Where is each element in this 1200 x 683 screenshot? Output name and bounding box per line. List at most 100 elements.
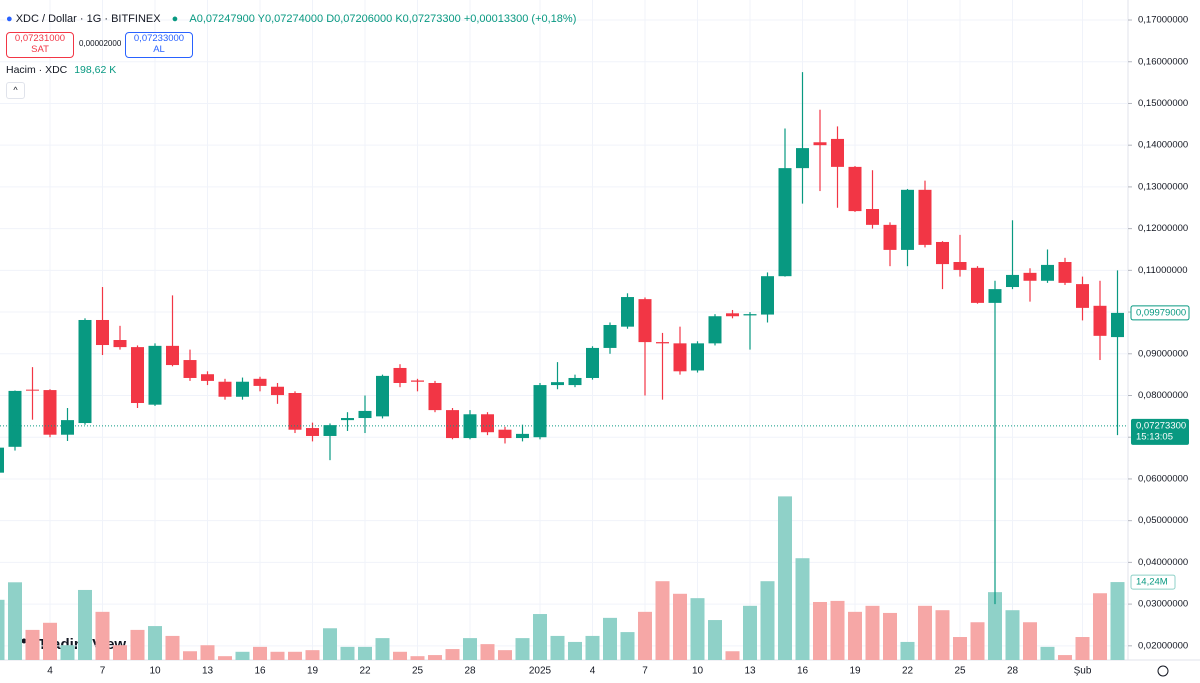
volume-bar bbox=[60, 645, 75, 660]
candle-body bbox=[918, 189, 932, 245]
buy-label: AL bbox=[153, 44, 165, 55]
legend-low: D0,07206000 bbox=[326, 13, 393, 25]
x-tick-label: 4 bbox=[47, 666, 53, 677]
volume-bar bbox=[725, 651, 740, 660]
x-tick-label: 19 bbox=[849, 666, 861, 677]
x-tick-label: 19 bbox=[307, 666, 319, 677]
candle-body bbox=[1076, 284, 1089, 308]
candle-body bbox=[743, 314, 757, 316]
y-tick-label: 0,04000000 bbox=[1138, 557, 1188, 568]
x-tick-label: 22 bbox=[359, 666, 371, 677]
symbol-row: ● XDC / Dollar · 1G · BITFINEX ● A0,0724… bbox=[6, 13, 576, 25]
candle-body bbox=[288, 392, 302, 430]
candle-body bbox=[78, 319, 92, 424]
y-tick-label: 0,06000000 bbox=[1138, 473, 1188, 484]
candle-body bbox=[866, 209, 879, 225]
volume-bar bbox=[235, 651, 250, 660]
buy-price: 0,07233000 bbox=[133, 33, 185, 44]
candle-body bbox=[306, 428, 319, 436]
x-tick-label: 10 bbox=[149, 666, 161, 677]
candle-body bbox=[726, 313, 739, 317]
symbol-title: XDC / Dollar · 1G · BITFINEX bbox=[15, 13, 161, 25]
logo-shape bbox=[21, 638, 27, 644]
y-tick-label: 0,02000000 bbox=[1138, 640, 1188, 651]
volume-bar bbox=[288, 651, 302, 660]
volume-bar bbox=[1040, 646, 1055, 660]
candle-body bbox=[848, 166, 862, 212]
volume-bar bbox=[585, 635, 600, 660]
collapse-button[interactable]: ^ bbox=[6, 82, 25, 99]
volume-bar bbox=[1005, 610, 1020, 660]
volume-row: Hacim · XDC 198,62 K bbox=[6, 64, 116, 76]
candle-body bbox=[656, 342, 669, 344]
volume-bar bbox=[778, 496, 792, 660]
y-tick-label: 0,14000000 bbox=[1138, 140, 1188, 151]
volume-label: 14,24M bbox=[1136, 577, 1168, 588]
volume-bar bbox=[148, 626, 162, 660]
candle-body bbox=[568, 377, 582, 386]
candle-body bbox=[183, 360, 197, 378]
volume-bar bbox=[463, 638, 477, 660]
candle-body bbox=[638, 299, 652, 343]
candle-body bbox=[551, 382, 564, 386]
candle-body bbox=[516, 433, 529, 439]
volume-bar bbox=[0, 599, 5, 660]
legend-open: A0,07247900 bbox=[189, 13, 255, 25]
candles bbox=[0, 72, 1124, 605]
x-tick-label: Şub bbox=[1074, 666, 1092, 677]
volume-bar bbox=[953, 637, 967, 660]
volume-bar bbox=[673, 593, 687, 660]
candle-body bbox=[61, 420, 74, 435]
volume-bar bbox=[410, 656, 425, 660]
candle-body bbox=[971, 267, 984, 303]
x-tick-label: 7 bbox=[100, 666, 106, 677]
x-tick-label: 2025 bbox=[529, 666, 552, 677]
volume-bar bbox=[393, 651, 407, 660]
countdown: 15:13:05 bbox=[1136, 431, 1173, 442]
volume-bar bbox=[970, 622, 985, 660]
volume-bar bbox=[848, 611, 862, 660]
volume-bar bbox=[1023, 622, 1037, 660]
candle-body bbox=[988, 289, 1002, 303]
volume-bar bbox=[270, 651, 285, 660]
volume-bar bbox=[918, 605, 932, 660]
volume-bar bbox=[218, 656, 232, 660]
volume-bar bbox=[165, 635, 180, 660]
x-tick-label: 25 bbox=[412, 666, 424, 677]
candle-body bbox=[96, 319, 109, 346]
volume-bar bbox=[638, 611, 652, 660]
volume-bar bbox=[1093, 593, 1107, 660]
x-tick-label: 16 bbox=[797, 666, 809, 677]
candle-body bbox=[1058, 261, 1072, 283]
volume-bar bbox=[865, 605, 880, 660]
x-tick-label: 4 bbox=[590, 666, 596, 677]
volume-bar bbox=[183, 651, 197, 660]
candle-body bbox=[1093, 305, 1107, 336]
volume-bar bbox=[813, 601, 827, 660]
volume-bar bbox=[340, 646, 355, 660]
volume-bar bbox=[25, 629, 40, 660]
volume-bar bbox=[830, 600, 845, 660]
buy-button[interactable]: 0,07233000 AL bbox=[125, 32, 193, 58]
candle-body bbox=[481, 414, 494, 433]
settings-icon[interactable] bbox=[1157, 665, 1169, 677]
sell-button[interactable]: 0,07231000 SAT bbox=[6, 32, 74, 58]
candle-body bbox=[586, 347, 599, 378]
volume-bar bbox=[533, 614, 547, 660]
volume-title: Hacim · XDC bbox=[6, 64, 68, 76]
sell-price: 0,07231000 bbox=[14, 33, 66, 44]
volume-total: 198,62 K bbox=[74, 64, 117, 76]
candle-body bbox=[271, 386, 284, 396]
y-tick-label: 0,09000000 bbox=[1138, 348, 1188, 359]
candle-body bbox=[936, 241, 949, 265]
volume-bar bbox=[130, 629, 145, 660]
candle-body bbox=[428, 382, 442, 411]
candle-body bbox=[166, 345, 179, 366]
x-tick-label: 7 bbox=[642, 666, 648, 677]
volume-bar bbox=[428, 655, 442, 660]
candle-body bbox=[953, 261, 967, 270]
volume-bar bbox=[655, 581, 670, 660]
volume-bars bbox=[0, 496, 1125, 660]
spread: 0,00002000 bbox=[79, 39, 122, 48]
